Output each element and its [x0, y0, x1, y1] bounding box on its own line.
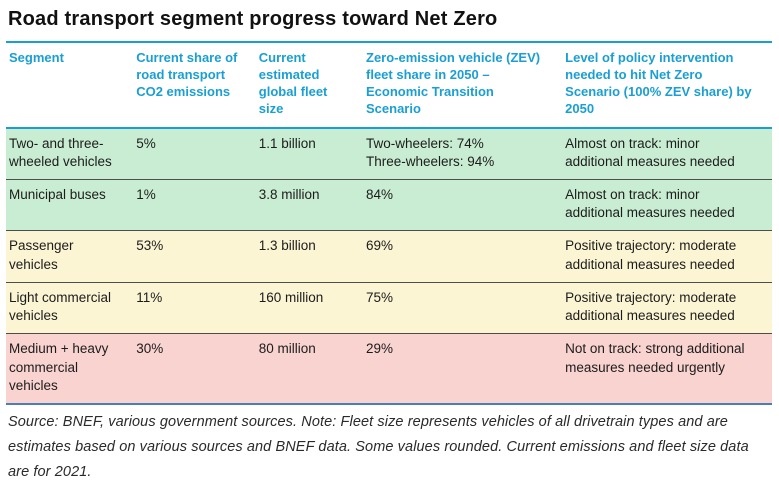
header-row: Segment Current share of road transport … [6, 42, 772, 129]
cell-zev-share: 84% [366, 179, 566, 232]
cell-fleet-size: 80 million [258, 333, 366, 404]
cell-policy: Not on track: strong additional measures… [565, 333, 772, 404]
cell-fleet-size: 1.3 billion [258, 230, 366, 283]
table-row: Municipal buses 1% 3.8 million 84% Almos… [6, 179, 772, 232]
net-zero-progress-table: Segment Current share of road transport … [6, 41, 772, 405]
cell-policy: Positive trajectory: moderate additional… [565, 282, 772, 335]
cell-co2-share: 53% [136, 230, 259, 283]
col-header-fleet-size: Current estimated global fleet size [258, 42, 366, 129]
cell-segment: Municipal buses [6, 179, 137, 232]
cell-policy: Almost on track: minor additional measur… [565, 179, 772, 232]
table-row: Two- and three-wheeled vehicles 5% 1.1 b… [6, 127, 772, 180]
cell-co2-share: 5% [136, 127, 259, 180]
cell-co2-share: 11% [136, 282, 259, 335]
cell-zev-share: 69% [366, 230, 566, 283]
cell-co2-share: 1% [136, 179, 259, 232]
cell-zev-share: 29% [366, 333, 566, 404]
col-header-segment: Segment [6, 42, 137, 129]
cell-zev-share: 75% [366, 282, 566, 335]
cell-fleet-size: 3.8 million [258, 179, 366, 232]
cell-policy: Positive trajectory: moderate additional… [565, 230, 772, 283]
cell-fleet-size: 1.1 billion [258, 127, 366, 180]
cell-segment: Light commercial vehicles [6, 282, 137, 335]
table-row: Medium + heavy commercial vehicles 30% 8… [6, 333, 772, 404]
cell-segment: Medium + heavy commercial vehicles [6, 333, 137, 404]
col-header-policy: Level of policy intervention needed to h… [565, 42, 772, 129]
table-body: Two- and three-wheeled vehicles 5% 1.1 b… [6, 127, 772, 404]
cell-policy: Almost on track: minor additional measur… [565, 127, 772, 180]
table-header: Segment Current share of road transport … [6, 42, 772, 129]
cell-fleet-size: 160 million [258, 282, 366, 335]
source-note: Source: BNEF, various government sources… [8, 413, 749, 480]
col-header-zev-share: Zero-emission vehicle (ZEV) fleet share … [366, 42, 566, 129]
cell-co2-share: 30% [136, 333, 259, 404]
col-header-co2-share: Current share of road transport CO2 emis… [136, 42, 259, 129]
page-title: Road transport segment progress toward N… [8, 8, 498, 30]
cell-segment: Two- and three-wheeled vehicles [6, 127, 137, 180]
table-row: Light commercial vehicles 11% 160 millio… [6, 282, 772, 335]
cell-zev-share: Two-wheelers: 74% Three-wheelers: 94% [366, 127, 566, 180]
table-row: Passenger vehicles 53% 1.3 billion 69% P… [6, 230, 772, 283]
cell-segment: Passenger vehicles [6, 230, 137, 283]
